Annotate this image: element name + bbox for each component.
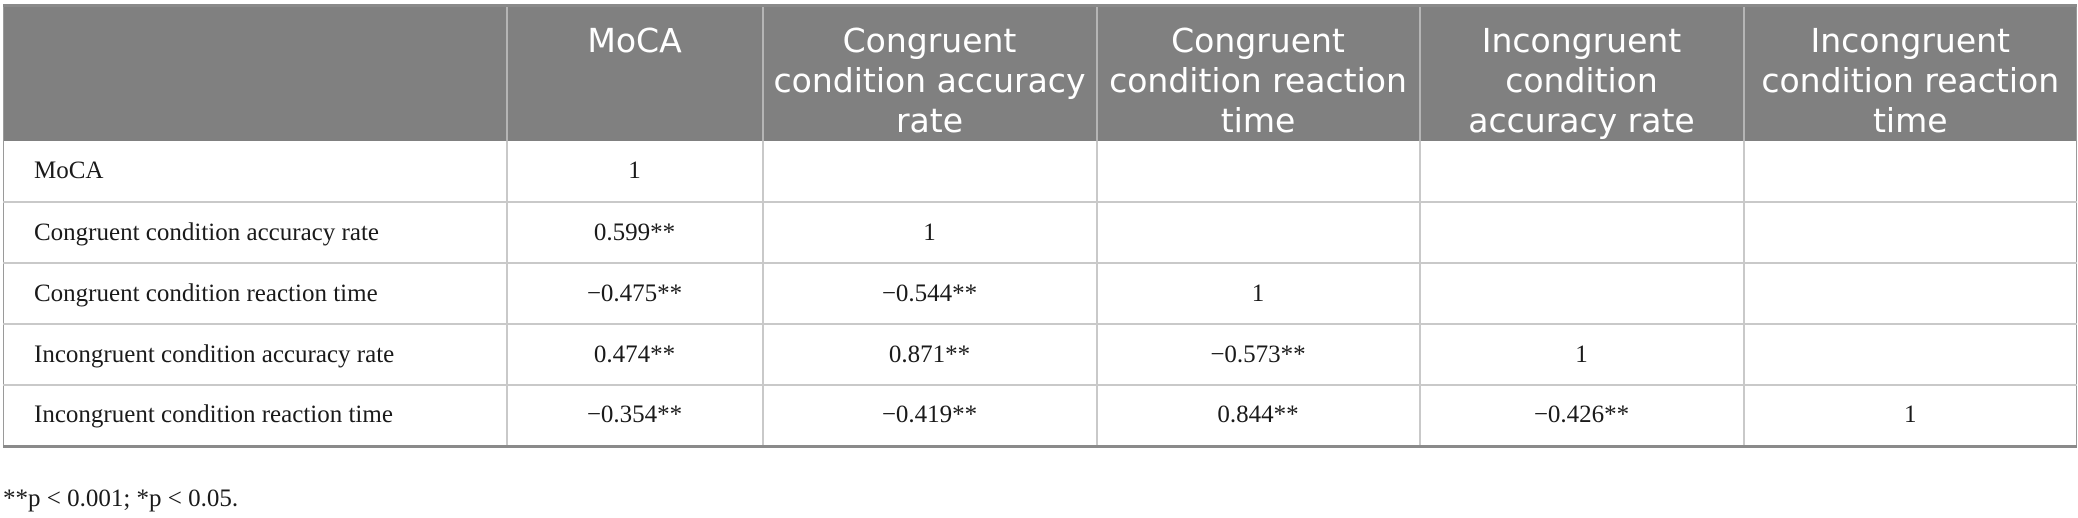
header-cell-moca: MoCA: [505, 5, 763, 141]
table-cell: 1: [505, 141, 764, 203]
table-cell: 1: [1742, 384, 2077, 447]
table-cell: [1095, 141, 1421, 203]
table-cell: −0.544**: [761, 262, 1098, 325]
table-cell: [1418, 201, 1745, 264]
table-row: Congruent condition accuracy rate 0.599*…: [3, 201, 2077, 264]
table-row: MoCA 1: [3, 141, 2077, 203]
table-cell: 1: [1418, 323, 1745, 386]
table-cell: −0.475**: [505, 262, 764, 325]
table-row: Congruent condition reaction time −0.475…: [3, 262, 2077, 325]
table-cell: −0.426**: [1418, 384, 1745, 447]
row-label: Congruent condition accuracy rate: [3, 201, 508, 264]
table-cell: [1742, 262, 2077, 325]
table-cell: [1742, 141, 2077, 203]
correlation-table: MoCA Congruent condition accuracy rate C…: [3, 4, 2077, 448]
table-cell: [1742, 201, 2077, 264]
table-row: Incongruent condition accuracy rate 0.47…: [3, 323, 2077, 386]
table-row: Incongruent condition reaction time −0.3…: [3, 384, 2077, 447]
table-cell: [1742, 323, 2077, 386]
header-cell-congruent-reaction: Congruent condition reaction time: [1095, 5, 1420, 141]
header-cell-incongruent-accuracy: Incongruent condition accuracy rate: [1418, 5, 1744, 141]
header-cell-empty: [3, 5, 507, 141]
table-cell: 1: [761, 201, 1098, 264]
table-cell: −0.354**: [505, 384, 764, 447]
table-footnote: **p < 0.001; *p < 0.05.: [3, 485, 239, 512]
table-cell: [1418, 141, 1745, 203]
row-label: MoCA: [3, 141, 508, 203]
table-cell: [1418, 262, 1745, 325]
header-cell-incongruent-reaction: Incongruent condition reaction time: [1742, 5, 2077, 141]
table-cell: 0.599**: [505, 201, 764, 264]
row-label: Incongruent condition reaction time: [3, 384, 508, 447]
correlation-table-container: MoCA Congruent condition accuracy rate C…: [3, 4, 2077, 448]
table-cell: 0.871**: [761, 323, 1098, 386]
table-header: MoCA Congruent condition accuracy rate C…: [3, 5, 2077, 141]
table-cell: 0.474**: [505, 323, 764, 386]
row-label: Incongruent condition accuracy rate: [3, 323, 508, 386]
row-label: Congruent condition reaction time: [3, 262, 508, 325]
table-cell: 0.844**: [1095, 384, 1421, 447]
header-cell-congruent-accuracy: Congruent condition accuracy rate: [761, 5, 1097, 141]
table-cell: 1: [1095, 262, 1421, 325]
table-cell: −0.573**: [1095, 323, 1421, 386]
header-row: MoCA Congruent condition accuracy rate C…: [3, 5, 2077, 141]
table-cell: [1095, 201, 1421, 264]
table-cell: [761, 141, 1098, 203]
table-body: MoCA 1 Congruent condition accuracy rate…: [3, 141, 2077, 447]
table-cell: −0.419**: [761, 384, 1098, 447]
